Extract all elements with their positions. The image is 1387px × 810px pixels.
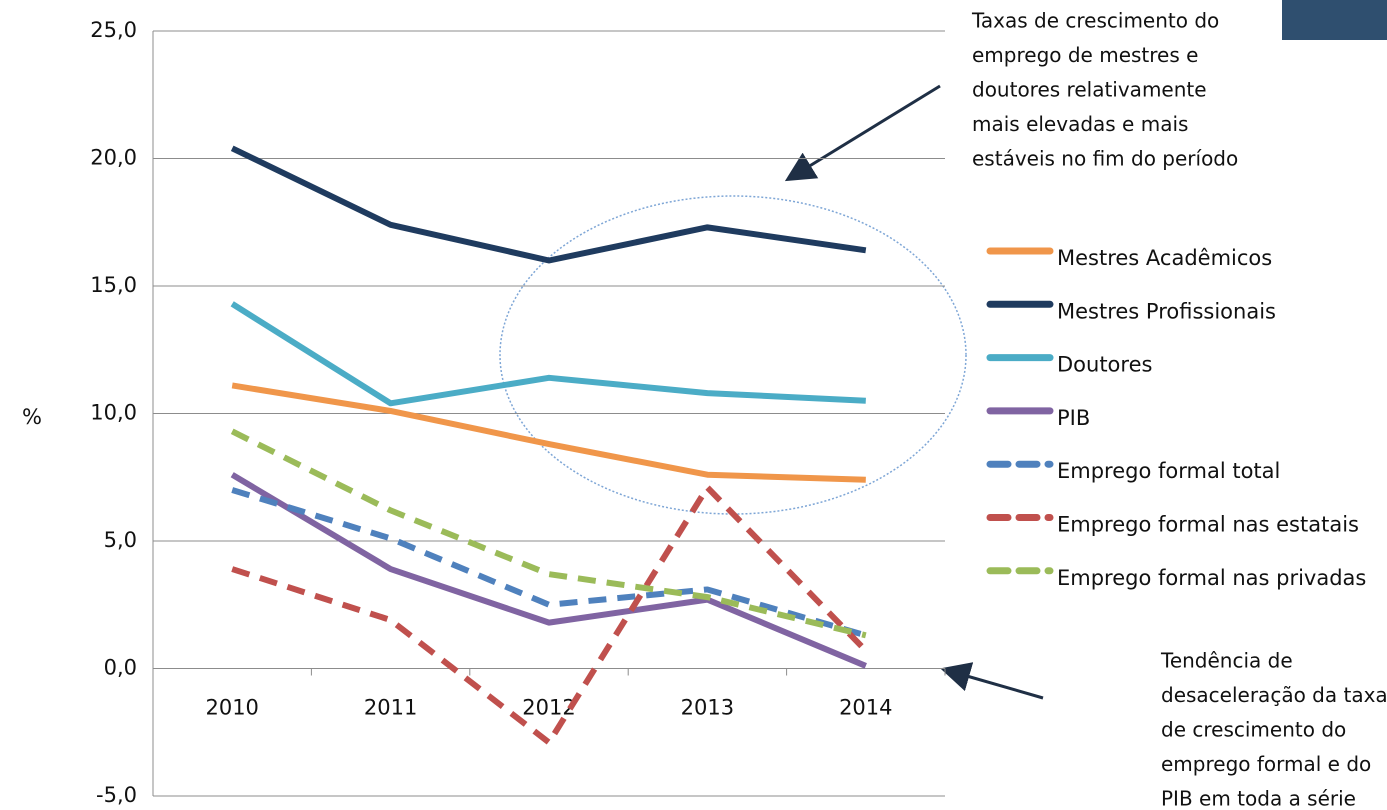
annotation: desaceleração da taxa [1161, 683, 1387, 707]
legend-label: Mestres Profissionais [1057, 299, 1276, 323]
x-tick-label: 2013 [681, 696, 734, 720]
annotation: emprego formal e do [1161, 752, 1371, 776]
y-tick-label: -5,0 [96, 783, 137, 807]
annotation: mais elevadas e mais [972, 112, 1188, 136]
y-tick-label: 20,0 [90, 146, 137, 170]
y-tick-label: 0,0 [104, 656, 137, 680]
series-line [231, 487, 867, 639]
annotation: Tendência de [1160, 649, 1293, 673]
x-tick-label: 2014 [839, 696, 892, 720]
legend-label: Doutores [1057, 353, 1152, 377]
arrow [784, 84, 941, 182]
y-tick-label: 10,0 [90, 401, 137, 425]
legend-label: Emprego formal nas estatais [1057, 513, 1359, 537]
legend-label: PIB [1057, 406, 1090, 430]
y-axis-label: % [22, 405, 42, 429]
x-tick-label: 2011 [364, 696, 417, 720]
x-tick-label: 2012 [522, 696, 575, 720]
logo [1282, 0, 1387, 40]
annotation: doutores relativamente [972, 78, 1207, 102]
y-tick-label: 5,0 [104, 528, 137, 552]
arrow [940, 662, 1044, 700]
series-line [230, 472, 867, 669]
y-tick-label: 15,0 [90, 273, 137, 297]
legend-label: Emprego formal total [1057, 459, 1280, 483]
series-line [231, 382, 866, 483]
series-line [230, 428, 867, 639]
annotation: emprego de mestres e [972, 43, 1198, 67]
annotation: Taxas de crescimento do [971, 9, 1219, 33]
highlight-ellipse [499, 195, 967, 515]
annotation: de crescimento do [1161, 718, 1346, 742]
annotation: PIB em toda a série [1161, 787, 1356, 810]
x-tick-label: 2010 [205, 696, 258, 720]
annotation: estáveis no fim do período [972, 147, 1238, 171]
series-line [230, 145, 867, 264]
legend-label: Emprego formal nas privadas [1057, 566, 1366, 590]
series-line [230, 301, 866, 407]
y-tick-label: 25,0 [90, 18, 137, 42]
series-line [231, 484, 868, 746]
legend-label: Mestres Acadêmicos [1057, 246, 1272, 270]
